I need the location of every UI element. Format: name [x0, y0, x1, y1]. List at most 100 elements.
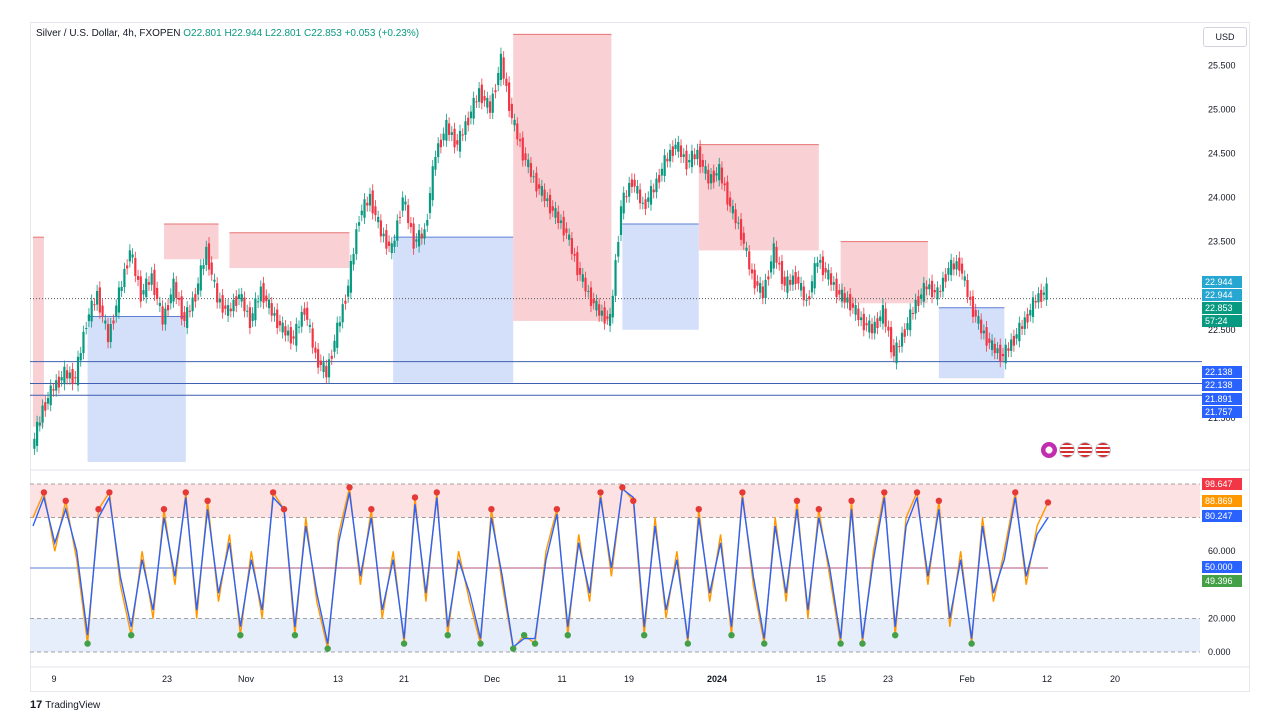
candle-body	[794, 272, 797, 284]
candle-body	[854, 305, 857, 315]
oversold-signal-dot	[761, 640, 768, 647]
currency-unit-button[interactable]: USD	[1203, 27, 1247, 47]
candle-body	[409, 223, 412, 228]
candle-body	[150, 273, 153, 285]
candle-body	[352, 253, 355, 265]
oversold-signal-dot	[728, 632, 735, 639]
time-axis-tick-label: 2024	[707, 674, 727, 684]
candle-body	[516, 123, 519, 140]
candle-body	[720, 167, 724, 184]
candle-body	[748, 251, 751, 270]
supply-zone	[698, 144, 819, 251]
overbought-signal-dot	[40, 489, 48, 496]
price-level-label: 57:24	[1205, 316, 1228, 326]
legend-close: C22.853	[303, 28, 342, 39]
candle-body	[816, 262, 819, 267]
candle-body	[939, 290, 942, 292]
candle-body	[838, 290, 841, 295]
oversold-signal-dot	[859, 640, 866, 647]
us-flag-icon[interactable]	[1059, 442, 1075, 458]
tradingview-logo[interactable]: 17 TradingView	[30, 699, 100, 711]
candle-body	[570, 238, 573, 254]
candle-body	[259, 286, 262, 302]
candle-body	[488, 101, 492, 113]
candle-body	[98, 287, 101, 313]
candle-body	[347, 285, 350, 297]
overbought-signal-dot	[695, 506, 702, 513]
us-flag-icon[interactable]	[1095, 442, 1111, 458]
candle-body	[319, 360, 322, 366]
chart-legend: Silver / U.S. Dollar, 4h, FXOPEN O22.801…	[36, 28, 419, 39]
candle-body	[224, 305, 227, 309]
time-axis-tick-label: 20	[1110, 674, 1120, 684]
candle-body	[161, 306, 164, 325]
candle-body	[829, 273, 833, 285]
candle-body	[437, 143, 440, 157]
overbought-signal-dot	[368, 506, 375, 513]
candle-body	[644, 199, 647, 209]
overbought-signal-dot	[160, 506, 168, 513]
candle-body	[958, 257, 961, 271]
candle-body	[658, 175, 661, 183]
candle-body	[832, 282, 835, 285]
candle-body	[840, 289, 844, 302]
candle-body	[213, 279, 216, 282]
candle-body	[865, 323, 868, 326]
tradingview-name: TradingView	[45, 700, 101, 711]
legend-high: H22.944	[224, 28, 263, 39]
candle-body	[928, 284, 931, 290]
candle-body	[789, 279, 792, 285]
candle-body	[532, 176, 535, 178]
candle-body	[287, 330, 290, 336]
overbought-signal-dot	[280, 506, 288, 513]
us-flag-icon[interactable]	[1077, 442, 1093, 458]
overbought-signal-dot	[630, 497, 637, 504]
candle-body	[614, 260, 617, 296]
candle-body	[205, 246, 208, 265]
price-level-badge	[1202, 302, 1242, 314]
candle-body	[308, 324, 312, 327]
candle-body	[1034, 300, 1037, 303]
candle-body	[344, 300, 347, 304]
candle-body	[497, 72, 500, 86]
candle-body	[611, 295, 614, 318]
overbought-signal-dot	[62, 497, 69, 504]
demand-zone	[622, 223, 699, 330]
candle-body	[472, 97, 475, 119]
candle-body	[33, 438, 36, 449]
candle-body	[737, 222, 740, 224]
candle-body	[464, 121, 467, 135]
overbought-signal-dot	[1012, 489, 1019, 496]
candle-body	[49, 385, 52, 406]
candle-body	[131, 254, 134, 258]
time-axis-tick-label: 23	[162, 674, 172, 684]
candle-body	[712, 170, 715, 183]
candle-body	[169, 294, 172, 304]
candle-body	[595, 300, 598, 311]
candle-body	[202, 264, 205, 269]
candle-body	[232, 299, 235, 312]
candle-body	[180, 296, 183, 320]
candle-body	[281, 322, 284, 333]
candle-body	[527, 159, 530, 168]
candle-body	[404, 201, 407, 205]
candle-body	[428, 193, 432, 213]
supply-zone	[229, 232, 350, 269]
candle-body	[704, 166, 707, 174]
candle-body	[857, 308, 860, 321]
candle-body	[191, 297, 194, 312]
candle-body	[955, 261, 958, 270]
price-level-badge	[1202, 406, 1242, 418]
candle-body	[276, 309, 279, 328]
candle-body	[317, 349, 320, 368]
candle-body	[439, 139, 443, 148]
candle-body	[357, 222, 361, 226]
candle-body	[944, 274, 947, 282]
candle-body	[349, 260, 352, 293]
candle-body	[41, 405, 44, 423]
lightning-icon[interactable]	[1041, 442, 1057, 458]
candle-body	[126, 265, 129, 269]
candle-body	[906, 323, 909, 330]
candle-body	[136, 275, 140, 280]
